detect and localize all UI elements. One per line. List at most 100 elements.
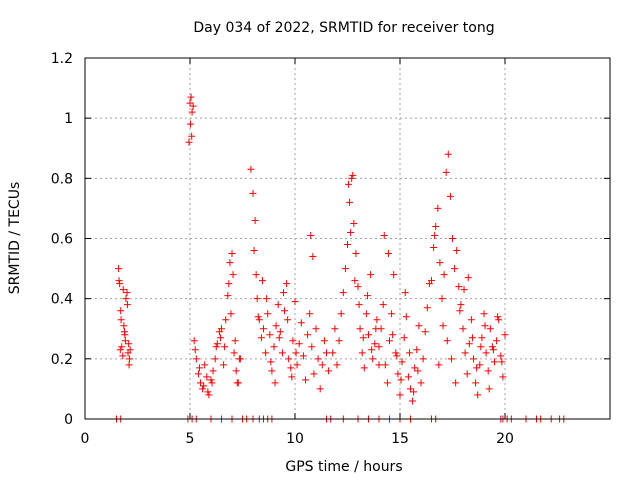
data-point (200, 382, 208, 390)
data-point (497, 352, 505, 360)
data-point (455, 283, 463, 291)
data-point (417, 379, 425, 387)
data-point (467, 316, 475, 324)
data-point (115, 265, 123, 273)
data-point (203, 373, 211, 381)
data-point (415, 322, 423, 330)
data-point (320, 337, 328, 345)
data-point (404, 373, 412, 381)
data-point (117, 316, 125, 324)
data-point (119, 286, 127, 294)
data-point (281, 307, 288, 315)
data-point (274, 301, 282, 309)
data-point (402, 313, 410, 321)
data-point (407, 385, 414, 393)
data-point (233, 379, 241, 387)
data-point (306, 310, 314, 318)
data-point (271, 379, 279, 387)
data-point (191, 346, 199, 354)
data-point (352, 250, 360, 258)
data-point (267, 358, 275, 366)
y-tick-label: 0 (64, 412, 73, 428)
data-point (250, 247, 258, 255)
data-point (401, 289, 409, 297)
data-point (461, 349, 469, 357)
data-point (373, 316, 381, 324)
data-point (423, 304, 431, 312)
data-point (292, 349, 300, 357)
data-point (362, 310, 370, 318)
data-point (355, 301, 363, 309)
data-point (264, 310, 272, 318)
data-point (452, 379, 460, 387)
data-point (125, 361, 133, 369)
data-point (379, 301, 387, 309)
data-point (335, 337, 343, 345)
data-point (368, 346, 376, 354)
data-point (463, 370, 471, 378)
data-point (484, 367, 492, 375)
data-point (413, 346, 421, 354)
data-point (453, 247, 461, 255)
data-point (262, 349, 270, 357)
data-point (381, 361, 389, 369)
data-point (337, 310, 345, 318)
data-point (232, 367, 240, 375)
data-point (283, 280, 291, 288)
data-point (208, 379, 216, 387)
data-point (285, 355, 293, 363)
data-point (350, 219, 358, 227)
data-point (187, 93, 195, 101)
data-point (224, 292, 232, 300)
data-point (456, 307, 464, 315)
data-point (117, 307, 125, 315)
data-point (126, 355, 134, 363)
data-point (498, 358, 506, 366)
data-point (436, 259, 444, 267)
data-point (123, 289, 131, 297)
data-point (360, 364, 368, 372)
data-point (186, 99, 194, 107)
data-point (341, 265, 349, 273)
data-point (122, 295, 130, 303)
data-point (227, 310, 235, 318)
data-point (119, 352, 127, 360)
data-point (297, 319, 305, 327)
data-point (231, 337, 239, 345)
data-point (325, 367, 333, 375)
data-point (457, 301, 465, 309)
data-point (491, 358, 498, 366)
data-point (329, 349, 337, 357)
data-point (439, 322, 447, 330)
data-point (375, 361, 383, 369)
data-point (421, 328, 429, 336)
data-point (226, 259, 234, 267)
data-point (435, 361, 443, 369)
x-tick-label: 5 (186, 431, 195, 447)
data-point (459, 325, 467, 333)
data-point (499, 373, 507, 381)
data-point (225, 280, 233, 288)
data-point (392, 349, 400, 357)
x-tick-label: 15 (391, 431, 409, 447)
data-point (331, 325, 339, 333)
data-point (312, 325, 320, 333)
axis-ticks: 0 0.2 0.4 0.6 0.8 1 1.2 0 5 10 15 20 (51, 51, 610, 447)
data-point (473, 364, 481, 372)
data-point (188, 108, 196, 116)
data-point (493, 337, 501, 345)
data-point (316, 385, 324, 393)
data-point (284, 316, 292, 324)
data-point (185, 138, 193, 146)
x-tick-label: 20 (496, 431, 514, 447)
data-point (304, 331, 312, 339)
data-point (396, 391, 404, 399)
data-point (383, 379, 391, 387)
data-point (308, 343, 316, 351)
data-point (358, 349, 366, 357)
data-point (480, 310, 488, 318)
y-tick-label: 0.8 (51, 171, 73, 187)
data-point (278, 349, 286, 357)
data-point (310, 370, 318, 378)
data-point (194, 370, 202, 378)
